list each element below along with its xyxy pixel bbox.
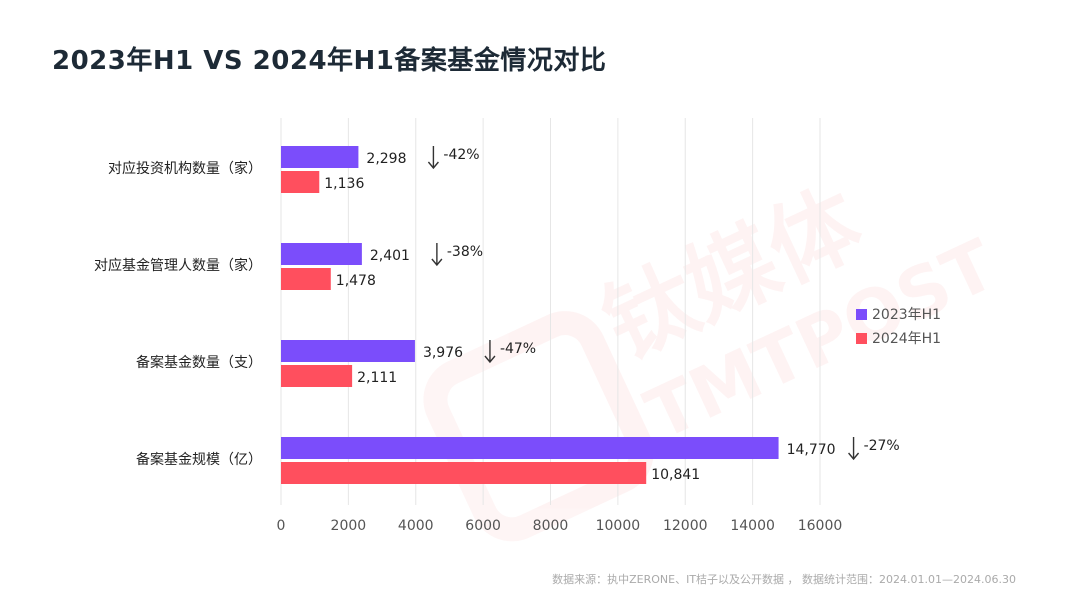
legend-item-2023: 2023年H1 — [856, 302, 941, 326]
legend-swatch — [856, 332, 867, 344]
bar-2024 — [281, 365, 353, 387]
arrow-down-icon — [431, 243, 443, 267]
bar-2023 — [281, 437, 779, 459]
legend-label: 2023年H1 — [872, 307, 942, 323]
legend: 2023年H1 2024年H1 — [856, 302, 941, 350]
x-tick-label: 14000 — [730, 518, 775, 534]
category-label: 对应投资机构数量（家） — [108, 160, 262, 177]
data-label: 3,976 — [423, 345, 463, 361]
x-tick-label: 4000 — [398, 518, 434, 534]
data-label: 1,136 — [324, 176, 364, 192]
legend-item-2024: 2024年H1 — [856, 326, 941, 350]
bar-2024 — [281, 462, 647, 484]
bar-2024 — [281, 171, 320, 193]
legend-swatch — [856, 308, 867, 320]
chart-title: 2023年H1 VS 2024年H1备案基金情况对比 — [52, 46, 607, 76]
x-tick-label: 10000 — [596, 518, 641, 534]
data-label: 2,401 — [370, 248, 410, 264]
x-tick-label: 6000 — [465, 518, 501, 534]
data-label: 2,298 — [366, 151, 406, 167]
source-note: 数据来源：执中ZERONE、IT桔子以及公开数据 ， 数据统计范围：2024.0… — [552, 573, 1016, 586]
x-tick-label: 0 — [277, 518, 286, 534]
legend-label: 2024年H1 — [872, 331, 942, 347]
bar-2023 — [281, 243, 362, 265]
arrow-down-icon — [484, 340, 496, 364]
bar-2023 — [281, 340, 415, 362]
arrow-down-icon — [427, 146, 439, 170]
data-label: 14,770 — [787, 442, 836, 458]
change-label: -42% — [443, 147, 479, 163]
x-tick-label: 2000 — [331, 518, 367, 534]
bar-2024 — [281, 268, 331, 290]
category-label: 对应基金管理人数量（家） — [94, 257, 262, 274]
data-label: 2,111 — [357, 370, 397, 386]
x-tick-label: 8000 — [533, 518, 569, 534]
data-label: 10,841 — [651, 467, 700, 483]
category-label: 备案基金数量（支） — [136, 354, 262, 371]
arrow-down-icon — [848, 437, 860, 461]
change-label: -38% — [447, 244, 483, 260]
bar-2023 — [281, 146, 359, 168]
change-label: -27% — [864, 438, 900, 454]
x-tick-label: 12000 — [663, 518, 708, 534]
category-label: 备案基金规模（亿） — [136, 451, 262, 468]
x-tick-label: 16000 — [798, 518, 843, 534]
data-label: 1,478 — [336, 273, 376, 289]
change-label: -47% — [500, 341, 536, 357]
